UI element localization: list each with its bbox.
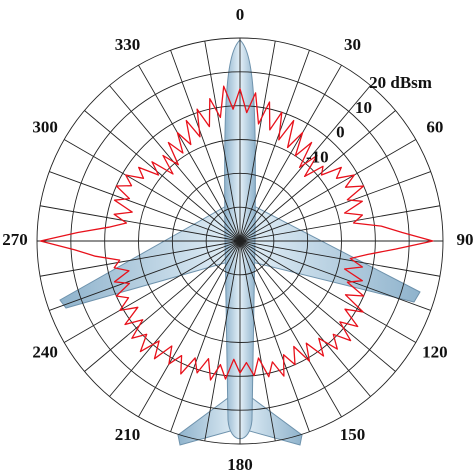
ring [104,105,376,377]
ring [205,206,275,276]
r-tick-label: -10 [306,147,329,166]
r-tick-label: 10 [355,98,372,117]
r-tick-label: 20 dBsm [369,73,432,92]
r-tick-label: 0 [336,123,345,142]
theta-tick-label: 90 [457,230,474,249]
grid [36,37,444,445]
theta-tick-label: 0 [236,5,245,24]
theta-tick-label: 150 [340,425,366,444]
labels: 0 30 60 90 120 150 180 210 240 270 300 330 -10 0 10 20 … [2,5,473,474]
theta-tick-label: 60 [426,117,443,136]
ring [138,139,342,343]
theta-tick-label: 210 [115,425,141,444]
ring [70,71,410,411]
theta-tick-label: 300 [32,117,58,136]
ring [171,172,309,310]
theta-tick-label: 330 [115,35,141,54]
theta-tick-label: 30 [344,35,361,54]
theta-tick-label: 120 [422,342,448,361]
theta-tick-label: 180 [227,455,253,474]
theta-tick-label: 240 [32,342,58,361]
rcs-line [39,85,434,381]
theta-tick-label: 270 [2,230,28,249]
ring [36,37,444,445]
